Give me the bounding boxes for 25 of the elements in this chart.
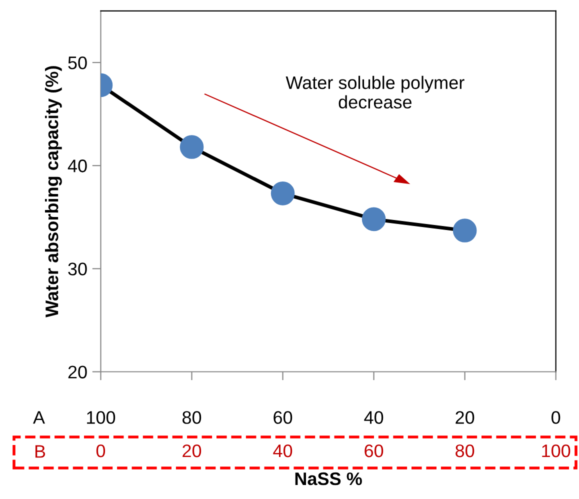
y-tick-label: 30 <box>68 262 87 276</box>
x-tick-label: 60 <box>274 411 292 424</box>
point <box>452 218 477 242</box>
text: B <box>35 445 46 458</box>
x2-tick-label: 0 <box>96 444 106 458</box>
x-tick-label: 40 <box>364 411 384 424</box>
annotation: Water soluble polymer decrease <box>286 76 464 109</box>
x2-tick-label: 60 <box>364 444 384 458</box>
x-tick-label: 20 <box>456 411 474 424</box>
x-tick-label: 100 <box>87 411 116 424</box>
x2-tick-label: 20 <box>182 444 202 458</box>
x-axis-title: NaSS % <box>295 472 362 486</box>
point <box>180 135 204 159</box>
x2-tick-label: 80 <box>456 444 474 458</box>
point <box>362 207 386 232</box>
y-tick-label: 40 <box>68 160 87 172</box>
point <box>270 182 295 206</box>
y-tick-label: 50 <box>68 56 87 70</box>
y-axis-title: Water absorbing capacity (%) <box>45 66 62 318</box>
x2-tick-label: 40 <box>273 444 292 458</box>
y-tick-label: 20 <box>68 366 87 378</box>
x-tick-label: 80 <box>182 411 202 424</box>
text: A <box>33 411 45 424</box>
x2-tick-label: 100 <box>542 444 570 458</box>
x-tick-label: 0 <box>552 411 560 424</box>
